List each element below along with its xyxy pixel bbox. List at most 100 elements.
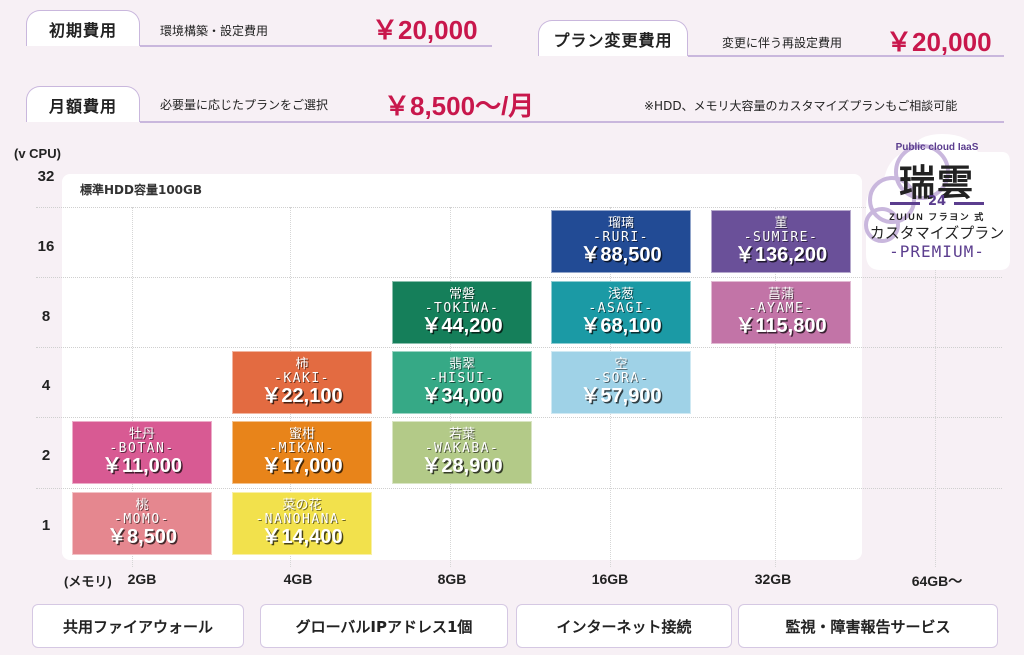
x-tick-4gb: 4GB xyxy=(283,571,313,587)
plan-name-jp: 菖蒲 xyxy=(767,286,794,302)
plan-change-fee-tab: プラン変更費用 xyxy=(538,20,688,56)
plan-price: ￥68,100 xyxy=(580,315,662,338)
plan-price: ￥88,500 xyxy=(580,244,662,267)
plan-name-en: -BOTAN- xyxy=(109,440,175,456)
y-tick-8: 8 xyxy=(41,308,51,325)
plan-mikan[interactable]: 蜜柑 -MIKAN- ￥17,000 xyxy=(232,421,372,484)
y-tick-16: 16 xyxy=(37,238,55,255)
plan-momo[interactable]: 桃 -MOMO- ￥8,500 xyxy=(72,492,212,555)
y-tick-1: 1 xyxy=(41,517,51,534)
x-tick-2gb: 2GB xyxy=(127,571,157,587)
plan-change-fee-price: ￥20,000 xyxy=(886,27,992,57)
plan-name-jp: 常磐 xyxy=(448,286,475,302)
feature-monitoring: 監視・障害報告サービス xyxy=(738,604,998,648)
initial-fee-underline xyxy=(140,45,492,47)
feature-shared-firewall: 共用ファイアウォール xyxy=(32,604,244,648)
plan-asagi[interactable]: 浅葱 -ASAGI- ￥68,100 xyxy=(551,281,691,344)
cloud-icon xyxy=(864,134,1010,270)
plan-name-jp: 蜜柑 xyxy=(288,426,315,442)
x-tick-64gb: 64GB～ xyxy=(911,573,963,589)
plan-ayame[interactable]: 菖蒲 -AYAME- ￥115,800 xyxy=(711,281,851,344)
plan-change-fee-underline xyxy=(688,55,1004,57)
plan-name-en: -MIKAN- xyxy=(269,440,335,456)
plan-price: ￥115,800 xyxy=(735,315,827,338)
plan-price: ￥11,000 xyxy=(101,455,183,478)
initial-fee-description: 環境構築・設定費用 xyxy=(160,24,269,38)
plan-name-en: -KAKI- xyxy=(274,370,330,386)
feature-label: 監視・障害報告サービス xyxy=(785,617,951,636)
x-tick-32gb: 32GB xyxy=(754,571,792,587)
plan-name-jp: 牡丹 xyxy=(128,426,155,442)
plan-price: ￥8,500 xyxy=(106,526,178,549)
custom-plan-note: ※HDD、メモリ大容量のカスタマイズプランもご相談可能 xyxy=(644,99,958,113)
plan-sora[interactable]: 空 -SORA- ￥57,900 xyxy=(551,351,691,414)
y-tick-4: 4 xyxy=(41,377,51,394)
plan-name-jp: 瑠璃 xyxy=(607,215,634,231)
plan-name-en: -SUMIRE- xyxy=(743,229,819,245)
logo-rule-right xyxy=(954,202,984,205)
plan-change-fee-label: プラン変更費用 xyxy=(553,30,673,50)
x-tick-16gb: 16GB xyxy=(591,571,629,587)
plan-change-fee-description: 変更に伴う再設定費用 xyxy=(722,36,843,50)
grid-line xyxy=(36,277,1002,278)
logo-number: 24 xyxy=(927,194,947,209)
plan-price: ￥136,200 xyxy=(734,244,828,267)
feature-label: グローバルIPアドレス1個 xyxy=(295,617,473,636)
plan-name-jp: 空 xyxy=(614,356,628,372)
plan-nanohana[interactable]: 菜の花 -NANOHANA- ￥14,400 xyxy=(232,492,372,555)
grid-line xyxy=(36,207,1002,208)
plan-price: ￥14,400 xyxy=(261,526,343,549)
feature-label: インターネット接続 xyxy=(556,617,692,636)
grid-line xyxy=(132,207,133,567)
feature-label: 共用ファイアウォール xyxy=(62,617,213,636)
plan-name-jp: 桃 xyxy=(135,497,149,513)
logo-tagline: Public cloud IaaS xyxy=(895,142,979,153)
grid-line xyxy=(36,488,1002,489)
plan-name-jp: 翡翠 xyxy=(448,356,475,372)
plan-name-en: -MOMO- xyxy=(114,511,170,527)
logo-name: 瑞雲 xyxy=(898,163,975,204)
monthly-fee-description: 必要量に応じたプランをご選択 xyxy=(160,98,329,112)
plan-name-en: -SORA- xyxy=(593,370,649,386)
plan-botan[interactable]: 牡丹 -BOTAN- ￥11,000 xyxy=(72,421,212,484)
plan-price: ￥28,900 xyxy=(421,455,503,478)
initial-fee-price: ￥20,000 xyxy=(372,15,478,45)
initial-fee-tab: 初期費用 xyxy=(26,10,140,46)
plan-name-en: -HISUI- xyxy=(429,370,495,386)
initial-fee-label: 初期費用 xyxy=(48,20,117,40)
plan-name-jp: 若葉 xyxy=(448,426,475,442)
grid-line xyxy=(36,347,1002,348)
plan-kaki[interactable]: 柿 -KAKI- ￥22,100 xyxy=(232,351,372,414)
y-axis-title: (v CPU) xyxy=(14,146,61,161)
logo-rule-left xyxy=(890,202,920,205)
plan-name-jp: 浅葱 xyxy=(607,286,634,302)
plan-price: ￥22,100 xyxy=(261,385,343,408)
plan-name-jp: 柿 xyxy=(295,356,309,372)
logo-custom-plan: カスタマイズプラン xyxy=(869,224,1005,242)
grid-line xyxy=(775,207,776,567)
zuiun-logo: Public cloud IaaS 瑞雲 24 ZUIUN フラヨン 式 カスタ… xyxy=(862,130,1012,275)
plan-name-en: -AYAME- xyxy=(748,300,814,316)
plan-price: ￥44,200 xyxy=(421,315,503,338)
plan-name-en: -TOKIWA- xyxy=(424,300,500,316)
x-tick-8gb: 8GB xyxy=(437,571,467,587)
monthly-fee-underline xyxy=(140,121,1004,123)
plan-sumire[interactable]: 菫 -SUMIRE- ￥136,200 xyxy=(711,210,851,273)
y-tick-32: 32 xyxy=(37,168,55,185)
plan-name-jp: 菜の花 xyxy=(282,497,322,513)
plan-price: ￥34,000 xyxy=(421,385,503,408)
grid-line xyxy=(935,207,936,567)
logo-sub: ZUIUN フラヨン 式 xyxy=(889,212,985,222)
hdd-capacity-note: 標準HDD容量100GB xyxy=(80,183,203,197)
monthly-fee-price: ￥8,500～/月 xyxy=(384,91,535,121)
plan-tokiwa[interactable]: 常磐 -TOKIWA- ￥44,200 xyxy=(392,281,532,344)
plan-hisui[interactable]: 翡翠 -HISUI- ￥34,000 xyxy=(392,351,532,414)
plan-name-en: -ASAGI- xyxy=(588,300,654,316)
feature-global-ip: グローバルIPアドレス1個 xyxy=(260,604,508,648)
plan-wakaba[interactable]: 若葉 -WAKABA- ￥28,900 xyxy=(392,421,532,484)
plan-price: ￥57,900 xyxy=(580,385,662,408)
monthly-fee-tab: 月額費用 xyxy=(26,86,140,122)
monthly-fee-label: 月額費用 xyxy=(48,96,117,116)
plan-ruri[interactable]: 瑠璃 -RURI- ￥88,500 xyxy=(551,210,691,273)
plan-name-en: -WAKABA- xyxy=(424,440,500,456)
